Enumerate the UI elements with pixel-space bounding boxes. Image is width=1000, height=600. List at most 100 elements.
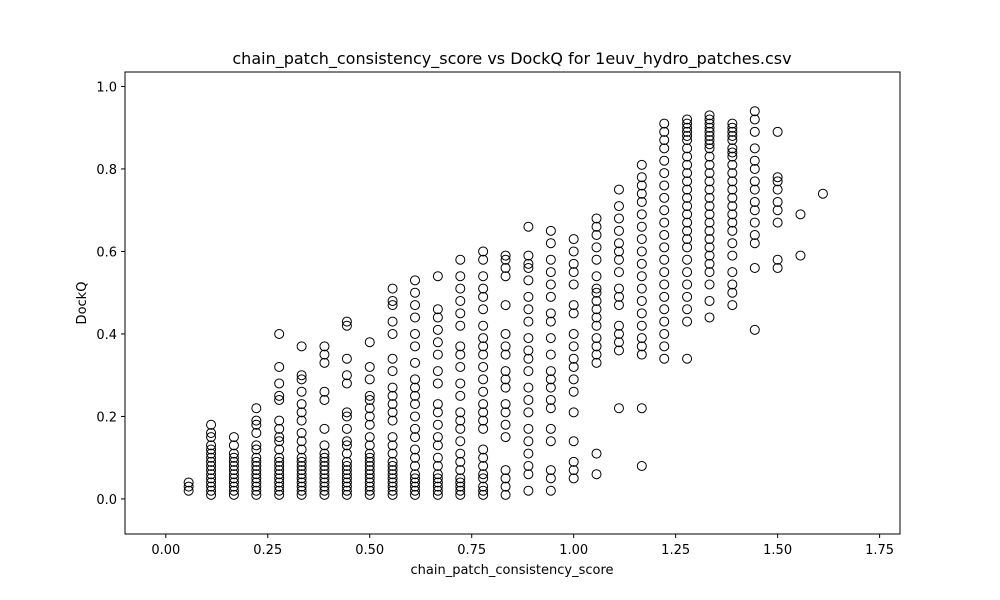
data-point — [296, 427, 307, 438]
data-point — [682, 242, 693, 253]
data-point — [591, 469, 602, 480]
data-point — [432, 485, 443, 496]
data-point — [364, 460, 375, 471]
y-tick-label: 0.0 — [96, 493, 117, 508]
data-point — [704, 135, 715, 146]
data-point — [704, 151, 715, 162]
data-point — [727, 147, 738, 158]
data-point — [545, 473, 556, 484]
data-point — [523, 353, 534, 364]
data-point — [387, 456, 398, 467]
data-point — [749, 229, 760, 240]
y-axis-label: DockQ — [75, 282, 90, 325]
data-point — [251, 403, 262, 414]
data-point — [704, 217, 715, 228]
data-point — [296, 460, 307, 471]
data-point — [387, 481, 398, 492]
data-point — [364, 448, 375, 459]
data-point — [478, 320, 489, 331]
data-point — [410, 485, 421, 496]
data-point — [296, 436, 307, 447]
data-point — [364, 374, 375, 385]
data-point — [296, 485, 307, 496]
data-point — [545, 374, 556, 385]
data-point — [659, 254, 670, 265]
data-point — [682, 143, 693, 154]
data-point — [682, 201, 693, 212]
data-point — [500, 262, 511, 273]
data-point — [659, 341, 670, 352]
data-point — [659, 205, 670, 216]
data-point — [568, 328, 579, 339]
data-point — [659, 118, 670, 129]
data-point — [432, 324, 443, 335]
data-point — [749, 217, 760, 228]
data-point — [228, 489, 239, 500]
data-point — [274, 378, 285, 389]
data-point — [455, 390, 466, 401]
data-point — [274, 465, 285, 476]
data-point — [341, 411, 352, 422]
data-point — [410, 432, 421, 443]
data-point — [659, 180, 670, 191]
data-point — [749, 155, 760, 166]
data-point — [341, 469, 352, 480]
data-points — [183, 106, 828, 500]
data-point — [341, 378, 352, 389]
data-point — [341, 353, 352, 364]
data-point — [228, 460, 239, 471]
data-point — [682, 225, 693, 236]
data-point — [659, 242, 670, 253]
data-point — [682, 184, 693, 195]
data-point — [545, 267, 556, 278]
data-point — [478, 452, 489, 463]
data-point — [341, 448, 352, 459]
data-point — [545, 349, 556, 360]
data-point — [206, 465, 217, 476]
data-point — [251, 452, 262, 463]
data-point — [206, 489, 217, 500]
x-tick-label: 0.00 — [151, 543, 180, 558]
data-point — [410, 382, 421, 393]
data-point — [364, 403, 375, 414]
data-point — [704, 234, 715, 245]
data-point — [455, 473, 466, 484]
data-point — [659, 353, 670, 364]
data-point — [410, 460, 421, 471]
data-point — [591, 333, 602, 344]
data-point — [704, 225, 715, 236]
data-point — [591, 229, 602, 240]
data-point — [387, 407, 398, 418]
data-point — [523, 316, 534, 327]
data-point — [387, 353, 398, 364]
x-axis: 0.00 0.25 0.50 0.75 1.00 1.25 1.50 1.75 — [151, 534, 894, 558]
data-point — [636, 460, 647, 471]
data-point — [682, 217, 693, 228]
data-point — [568, 374, 579, 385]
data-point — [251, 440, 262, 451]
data-point — [591, 213, 602, 224]
data-point — [523, 366, 534, 377]
data-point — [727, 151, 738, 162]
data-point — [704, 176, 715, 187]
data-point — [183, 477, 194, 488]
data-point — [364, 337, 375, 348]
data-point — [682, 130, 693, 141]
data-point — [410, 300, 421, 311]
data-point — [228, 477, 239, 488]
data-point — [455, 448, 466, 459]
data-point — [682, 279, 693, 290]
data-point — [206, 481, 217, 492]
data-point — [636, 333, 647, 344]
data-point — [228, 465, 239, 476]
data-point — [432, 489, 443, 500]
data-point — [206, 485, 217, 496]
data-point — [591, 242, 602, 253]
data-point — [387, 390, 398, 401]
data-point — [410, 374, 421, 385]
data-point — [659, 143, 670, 154]
data-point — [455, 456, 466, 467]
data-point — [613, 291, 624, 302]
data-point — [319, 357, 330, 368]
data-point — [251, 444, 262, 455]
